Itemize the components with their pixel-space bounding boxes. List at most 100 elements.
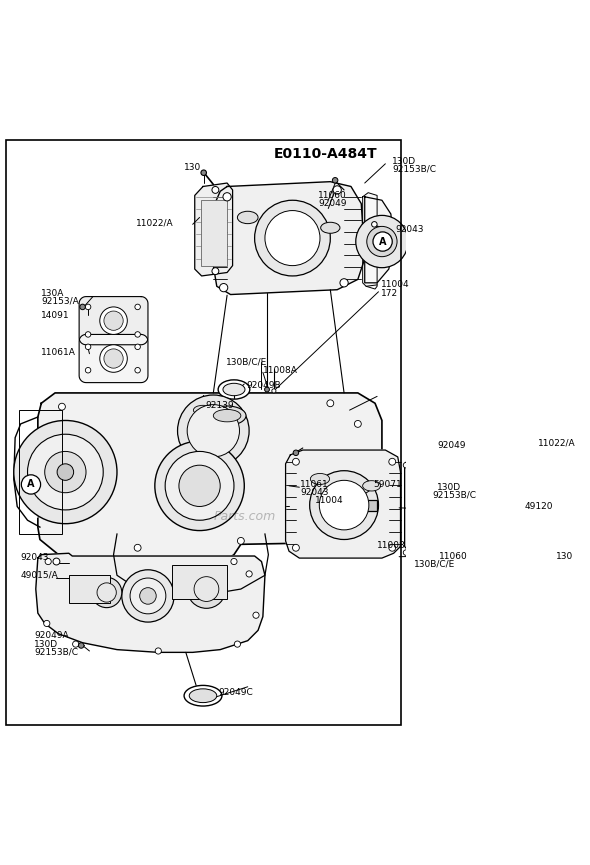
Circle shape xyxy=(340,279,348,287)
Circle shape xyxy=(91,577,122,607)
Circle shape xyxy=(45,452,86,493)
Text: 130D: 130D xyxy=(392,157,417,165)
Circle shape xyxy=(333,186,342,194)
Text: 11022/A: 11022/A xyxy=(136,219,174,227)
Circle shape xyxy=(73,641,79,647)
Text: 92049B: 92049B xyxy=(247,381,281,390)
Circle shape xyxy=(246,571,252,577)
Circle shape xyxy=(135,331,140,337)
Circle shape xyxy=(135,368,140,373)
Text: 130D: 130D xyxy=(34,639,58,649)
Circle shape xyxy=(339,503,346,509)
Ellipse shape xyxy=(189,689,217,702)
Text: 49120: 49120 xyxy=(525,502,553,511)
Circle shape xyxy=(219,284,228,292)
Circle shape xyxy=(53,558,60,565)
Text: 11004: 11004 xyxy=(381,280,409,290)
Text: 130B/C/E: 130B/C/E xyxy=(226,357,267,367)
Ellipse shape xyxy=(363,481,381,491)
Text: 49015/A: 49015/A xyxy=(21,571,58,580)
Circle shape xyxy=(86,368,91,373)
Ellipse shape xyxy=(223,383,245,395)
Text: 130A: 130A xyxy=(41,289,65,298)
Bar xyxy=(172,565,227,599)
Circle shape xyxy=(389,544,396,551)
Ellipse shape xyxy=(184,685,222,706)
Ellipse shape xyxy=(237,211,258,224)
Text: 11022/A: 11022/A xyxy=(538,439,576,448)
Circle shape xyxy=(355,507,361,513)
Circle shape xyxy=(179,465,220,507)
Circle shape xyxy=(187,405,240,457)
Circle shape xyxy=(104,311,123,330)
Text: A: A xyxy=(27,479,35,490)
Polygon shape xyxy=(363,193,377,289)
Ellipse shape xyxy=(208,406,246,426)
Circle shape xyxy=(264,387,270,392)
Bar xyxy=(409,463,440,552)
Circle shape xyxy=(231,559,237,565)
Circle shape xyxy=(212,187,219,194)
Circle shape xyxy=(272,388,276,393)
Circle shape xyxy=(255,201,330,276)
Ellipse shape xyxy=(194,406,212,415)
Circle shape xyxy=(58,403,65,410)
Circle shape xyxy=(201,170,206,176)
Circle shape xyxy=(178,395,249,466)
Text: 92049: 92049 xyxy=(438,441,466,451)
Text: 92049A: 92049A xyxy=(34,631,69,640)
Polygon shape xyxy=(286,450,401,558)
Polygon shape xyxy=(405,452,444,559)
Text: 11061A: 11061A xyxy=(41,348,76,357)
Text: 130D: 130D xyxy=(437,483,461,491)
Text: 92049: 92049 xyxy=(318,199,346,208)
Text: 59071: 59071 xyxy=(373,480,402,489)
Circle shape xyxy=(319,480,369,530)
Circle shape xyxy=(441,463,447,468)
Text: 11004: 11004 xyxy=(314,497,343,505)
Circle shape xyxy=(253,612,259,618)
Circle shape xyxy=(310,471,378,540)
Circle shape xyxy=(212,267,219,274)
Circle shape xyxy=(104,349,123,368)
Bar xyxy=(201,201,227,266)
Polygon shape xyxy=(79,297,148,345)
Circle shape xyxy=(86,344,91,349)
Circle shape xyxy=(372,221,377,227)
Circle shape xyxy=(78,643,84,648)
Circle shape xyxy=(135,344,140,349)
Text: Parts.com: Parts.com xyxy=(214,510,276,523)
Ellipse shape xyxy=(321,222,340,234)
Ellipse shape xyxy=(214,409,241,422)
Circle shape xyxy=(356,215,408,267)
Text: 11060: 11060 xyxy=(318,191,347,200)
Circle shape xyxy=(403,463,409,468)
Circle shape xyxy=(80,304,86,310)
Circle shape xyxy=(293,450,299,456)
Circle shape xyxy=(367,227,397,257)
Circle shape xyxy=(130,578,166,614)
Polygon shape xyxy=(195,183,232,276)
Circle shape xyxy=(122,570,174,622)
Text: 92043: 92043 xyxy=(300,488,329,497)
Circle shape xyxy=(21,475,41,494)
Circle shape xyxy=(355,420,361,427)
Polygon shape xyxy=(79,335,148,382)
Circle shape xyxy=(234,641,241,647)
Text: 14091: 14091 xyxy=(41,311,70,320)
Circle shape xyxy=(45,559,51,565)
Ellipse shape xyxy=(310,473,330,484)
Circle shape xyxy=(28,434,103,509)
Circle shape xyxy=(327,400,334,407)
Circle shape xyxy=(57,464,74,480)
Text: A: A xyxy=(379,236,386,247)
Polygon shape xyxy=(36,554,265,652)
Circle shape xyxy=(293,544,299,551)
Ellipse shape xyxy=(218,380,250,399)
Circle shape xyxy=(97,583,116,602)
Text: 130: 130 xyxy=(556,552,573,561)
Circle shape xyxy=(187,570,226,608)
Text: 11008A: 11008A xyxy=(263,367,298,375)
Text: 92153B/C: 92153B/C xyxy=(392,164,436,173)
Text: 11060: 11060 xyxy=(439,552,468,561)
